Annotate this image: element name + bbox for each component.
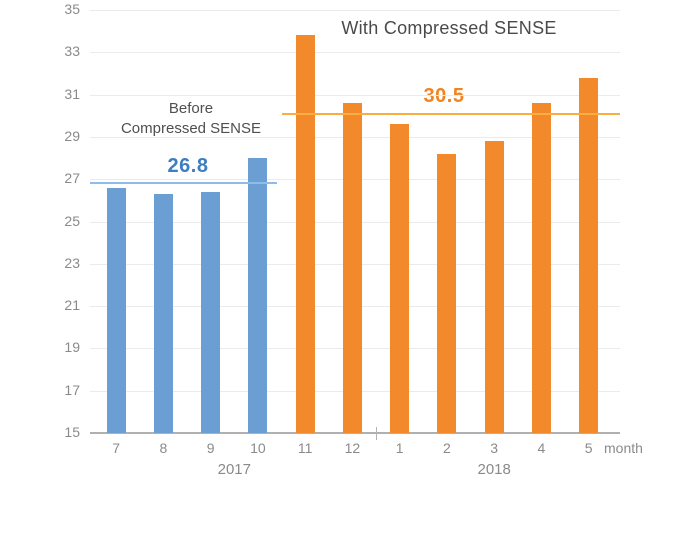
bar-month-8 — [153, 194, 173, 433]
x-tick-label: 11 — [297, 440, 313, 456]
before-average-value: 26.8 — [167, 155, 209, 177]
x-axis-unit-label: month — [604, 440, 643, 456]
before-group-label: Before Compressed SENSE — [121, 99, 261, 139]
y-tick-label: 19 — [64, 339, 80, 356]
y-tick-label: 35 — [64, 1, 80, 17]
before-group-label-line1: Before — [168, 100, 214, 117]
bar-month-11 — [295, 35, 315, 433]
gridline — [90, 52, 620, 54]
x-tick-label: 10 — [250, 440, 266, 456]
x-tick-label: 3 — [490, 440, 499, 456]
x-tick-label: 2 — [443, 440, 451, 456]
x-tick-label: 9 — [206, 440, 215, 456]
bar-month-5 — [579, 77, 599, 433]
with-average-value: 30.5 — [423, 85, 465, 107]
y-tick-label: 15 — [64, 424, 80, 440]
bar-month-4 — [531, 103, 551, 433]
y-tick-label: 31 — [64, 85, 80, 102]
x-axis-baseline — [90, 432, 620, 434]
y-tick-label: 33 — [64, 43, 80, 60]
before-group-label-line2: Compressed SENSE — [120, 120, 262, 137]
x-tick-label: 1 — [395, 440, 404, 456]
gridline — [90, 10, 620, 11]
y-tick-label: 25 — [64, 212, 80, 229]
bar-month-1 — [390, 124, 410, 433]
x-tick-label: 4 — [537, 440, 546, 456]
x-tick-label: 12 — [344, 440, 361, 456]
x-tick-label: 8 — [159, 440, 168, 456]
bar-month-12 — [342, 103, 362, 433]
year-label-2018: 2018 — [477, 461, 511, 478]
y-tick-label: 17 — [64, 381, 80, 398]
bar-month-10 — [248, 158, 268, 433]
bar-month-3 — [484, 141, 504, 433]
average-line-with — [282, 112, 620, 115]
chart-title: With Compressed SENSE — [341, 18, 557, 38]
bar-month-2 — [437, 153, 457, 433]
y-tick-label: 21 — [64, 297, 80, 314]
bar-month-7 — [106, 187, 126, 433]
x-tick-label: 5 — [584, 440, 593, 456]
x-tick-label: 7 — [112, 440, 121, 456]
bar-month-9 — [201, 191, 221, 433]
y-tick-label: 27 — [64, 170, 80, 187]
y-tick-label: 23 — [64, 254, 80, 271]
average-line-before — [90, 182, 277, 185]
y-tick-label: 29 — [64, 127, 80, 144]
year-label-2017: 2017 — [217, 461, 251, 478]
year-separator-tick — [376, 427, 378, 440]
gridline — [90, 94, 620, 96]
